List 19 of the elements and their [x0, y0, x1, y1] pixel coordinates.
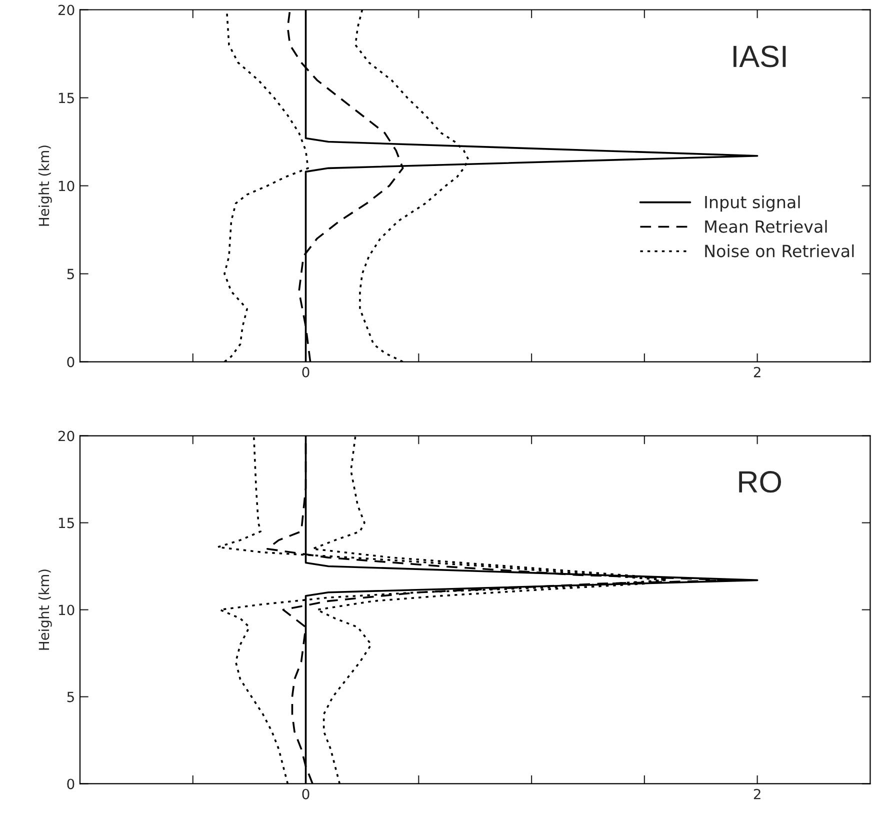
annotation: IASI	[734, 46, 786, 68]
y-tick-label: 15	[58, 518, 74, 528]
y-tick-label: 0	[67, 778, 74, 790]
y-tick-label: 10	[58, 604, 74, 616]
x-tick-label: 2	[754, 366, 760, 378]
legend-label: Mean Retrieval	[705, 220, 827, 233]
y-tick-label: 10	[58, 180, 74, 192]
y-axis-title: Height (km)	[38, 570, 52, 650]
legend-label: Noise on Retrieval	[705, 244, 854, 258]
legend-label: Input signal	[705, 195, 800, 212]
y-tick-label: 5	[67, 268, 74, 280]
y-tick-label: 15	[58, 92, 74, 104]
y-tick-label: 20	[58, 430, 74, 442]
y-tick-label: 5	[67, 692, 74, 702]
annotation: RO	[739, 471, 782, 493]
y-tick-label: 0	[67, 356, 74, 368]
y-axis-title: Height (km)	[38, 146, 52, 226]
y-tick-label: 20	[58, 4, 74, 16]
x-tick-label: 2	[754, 788, 760, 800]
